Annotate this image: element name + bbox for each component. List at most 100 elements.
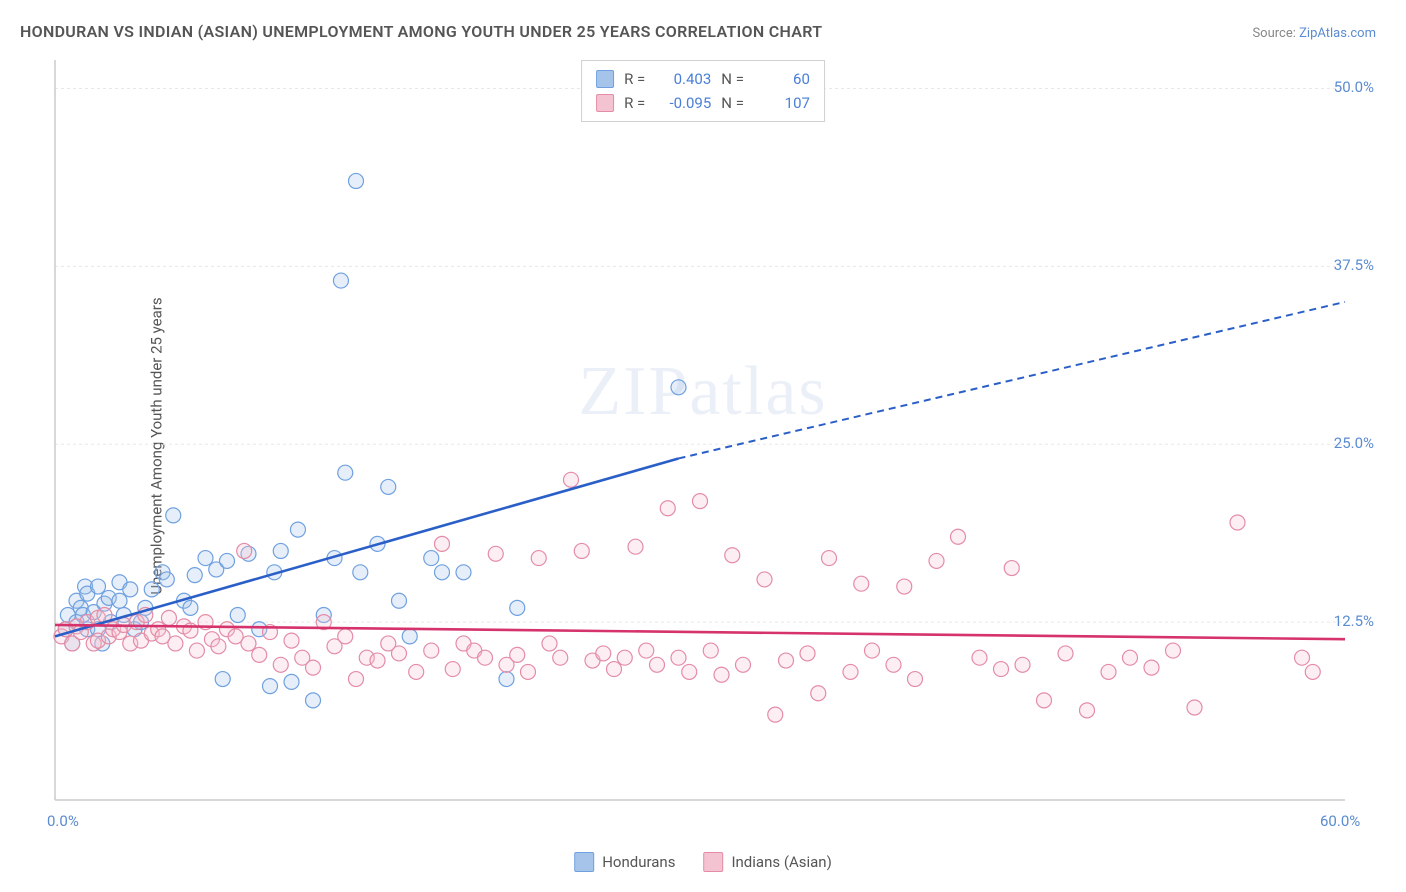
data-point <box>349 173 364 188</box>
data-point <box>241 636 256 651</box>
source-attribution: Source: ZipAtlas.com <box>1252 26 1376 41</box>
data-point <box>574 543 589 558</box>
scatter-plot <box>45 55 1375 840</box>
series-swatch <box>596 70 614 88</box>
data-point <box>607 662 622 677</box>
data-point <box>714 667 729 682</box>
data-point <box>897 579 912 594</box>
data-point <box>1187 700 1202 715</box>
data-point <box>908 672 923 687</box>
data-point <box>252 647 267 662</box>
data-point <box>768 707 783 722</box>
data-point <box>843 664 858 679</box>
data-point <box>660 501 675 516</box>
data-point <box>284 674 299 689</box>
data-point <box>189 643 204 658</box>
data-point <box>628 539 643 554</box>
stats-row: R =0.403N =60 <box>596 67 810 91</box>
data-point <box>445 662 460 677</box>
data-point <box>168 636 183 651</box>
data-point <box>693 494 708 509</box>
n-label: N = <box>721 67 744 91</box>
data-point <box>564 472 579 487</box>
data-point <box>290 522 305 537</box>
data-point <box>671 380 686 395</box>
data-point <box>161 610 176 625</box>
data-point <box>215 672 230 687</box>
data-point <box>456 565 471 580</box>
data-point <box>929 553 944 568</box>
data-point <box>542 636 557 651</box>
y-tick-label: 25.0% <box>1334 434 1374 452</box>
data-point <box>725 548 740 563</box>
data-point <box>424 551 439 566</box>
r-label: R = <box>624 91 645 115</box>
y-tick-label: 12.5% <box>1334 612 1374 630</box>
data-point <box>273 543 288 558</box>
data-point <box>811 686 826 701</box>
data-point <box>338 629 353 644</box>
data-point <box>951 529 966 544</box>
data-point <box>187 568 202 583</box>
y-tick-label: 50.0% <box>1334 78 1374 96</box>
data-point <box>1123 650 1138 665</box>
chart-container: HONDURAN VS INDIAN (ASIAN) UNEMPLOYMENT … <box>0 0 1406 892</box>
data-point <box>854 576 869 591</box>
data-point <box>435 536 450 551</box>
r-label: R = <box>624 67 645 91</box>
n-value: 60 <box>754 67 810 91</box>
data-point <box>338 465 353 480</box>
data-point <box>144 582 159 597</box>
chart-title: HONDURAN VS INDIAN (ASIAN) UNEMPLOYMENT … <box>20 22 822 41</box>
data-point <box>159 572 174 587</box>
data-point <box>1230 515 1245 530</box>
data-point <box>639 643 654 658</box>
data-point <box>488 546 503 561</box>
data-point <box>409 664 424 679</box>
data-point <box>1058 646 1073 661</box>
data-point <box>972 650 987 665</box>
r-value: -0.095 <box>655 91 711 115</box>
data-point <box>424 643 439 658</box>
data-point <box>263 679 278 694</box>
data-point <box>284 633 299 648</box>
data-point <box>91 579 106 594</box>
data-point <box>273 657 288 672</box>
data-point <box>671 650 686 665</box>
source-label: Source: <box>1252 26 1295 41</box>
series-swatch <box>596 94 614 112</box>
legend-item: Hondurans <box>574 852 675 872</box>
data-point <box>703 643 718 658</box>
data-point <box>392 646 407 661</box>
legend-label: Hondurans <box>602 853 675 871</box>
data-point <box>531 551 546 566</box>
data-point <box>392 593 407 608</box>
stats-row: R = -0.095 N = 107 <box>596 91 810 115</box>
data-point <box>402 629 417 644</box>
x-tick-label: 60.0% <box>1320 812 1360 830</box>
data-point <box>306 693 321 708</box>
data-point <box>650 657 665 672</box>
data-point <box>381 479 396 494</box>
data-point <box>112 593 127 608</box>
data-point <box>435 565 450 580</box>
data-point <box>736 657 751 672</box>
data-point <box>1305 664 1320 679</box>
data-point <box>1004 561 1019 576</box>
data-point <box>370 653 385 668</box>
legend: HonduransIndians (Asian) <box>574 852 832 872</box>
source-link[interactable]: ZipAtlas.com <box>1299 26 1376 41</box>
data-point <box>183 600 198 615</box>
n-value: 107 <box>754 91 810 115</box>
data-point <box>1015 657 1030 672</box>
legend-swatch <box>574 852 594 872</box>
n-label: N = <box>721 91 744 115</box>
trend-line-extrapolated <box>679 302 1346 459</box>
data-point <box>521 664 536 679</box>
data-point <box>1144 660 1159 675</box>
x-tick-label: 0.0% <box>47 812 79 830</box>
data-point <box>306 660 321 675</box>
data-point <box>1295 650 1310 665</box>
data-point <box>478 650 493 665</box>
data-point <box>353 565 368 580</box>
